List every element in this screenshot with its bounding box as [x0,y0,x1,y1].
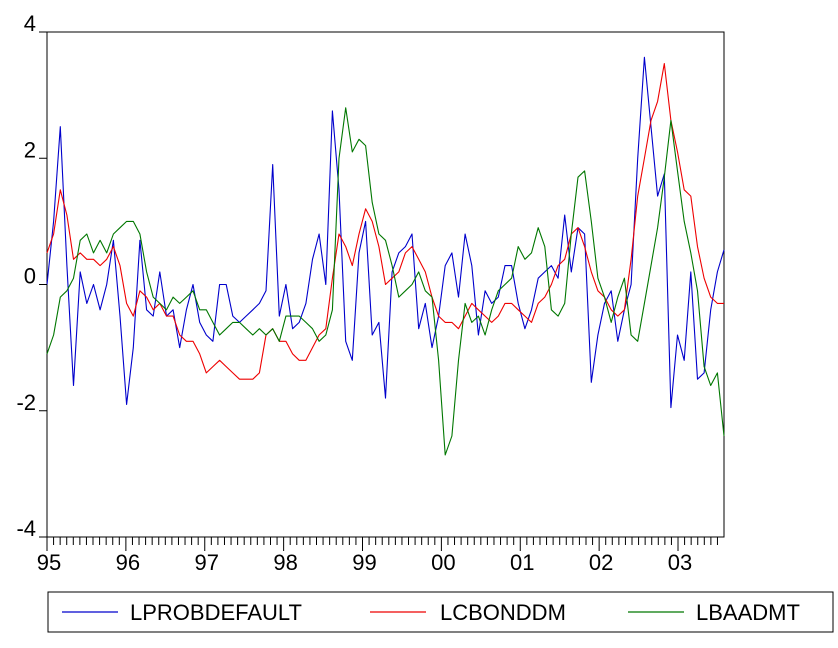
series-line-lbaadmt [46,107,725,456]
y-tick-label: -4 [16,516,36,541]
x-axis: 95 96 97 98 99 00 01 02 03 [37,537,718,575]
y-tick-label: -2 [16,390,36,415]
y-axis: -4 -2 0 2 4 [16,11,47,541]
x-tick-label: 96 [116,550,140,575]
legend-label-lcbonddm: LCBONDDM [440,600,566,625]
x-tick-label: 01 [510,550,534,575]
y-tick-label: 0 [24,264,36,289]
series-layer [46,56,725,456]
legend: LPROBDEFAULT LCBONDDM LBAADMT [47,591,834,633]
x-tick-label: 99 [352,550,376,575]
x-tick-label: 02 [589,550,613,575]
y-tick-label: 4 [24,11,36,36]
legend-label-lbaadmt: LBAADMT [696,600,800,625]
legend-label-lprobdefault: LPROBDEFAULT [130,600,302,625]
x-tick-label: 00 [431,550,455,575]
x-tick-label: 97 [195,550,219,575]
x-tick-label: 03 [668,550,692,575]
x-tick-label: 98 [273,550,297,575]
x-tick-label: 95 [37,550,61,575]
legend-box [47,591,834,633]
series-line-lprobdefault [46,56,725,409]
y-tick-label: 2 [24,137,36,162]
